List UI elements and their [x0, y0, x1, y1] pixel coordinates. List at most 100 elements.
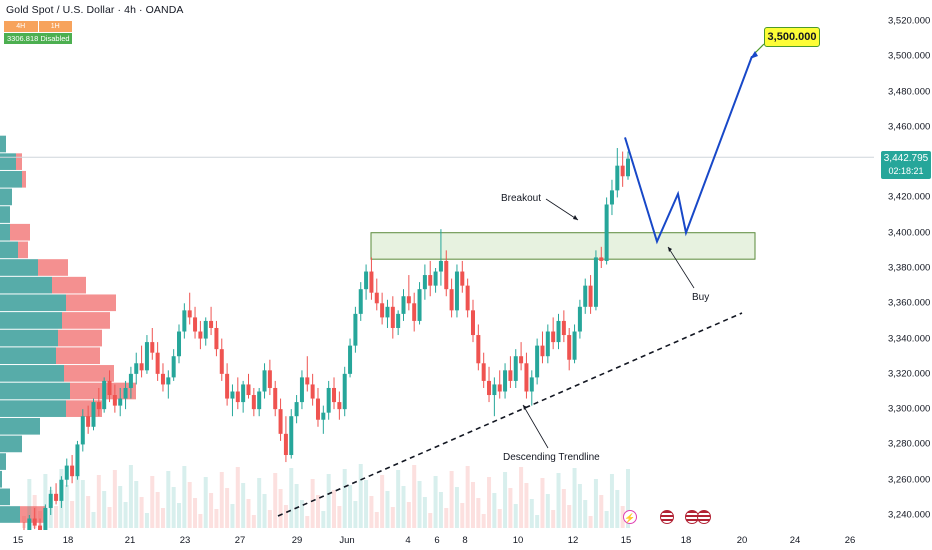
time-tick: 10: [512, 535, 524, 546]
volume-bar: [449, 471, 454, 528]
candle-body: [433, 271, 438, 286]
volume-bar: [187, 482, 192, 528]
candle-body: [118, 398, 123, 406]
volume-bar: [139, 497, 144, 528]
candle-body: [160, 373, 165, 385]
candle-body: [230, 391, 235, 399]
candle-body: [396, 313, 401, 328]
candle-body: [48, 493, 53, 508]
volume-bar: [289, 468, 294, 528]
candle-body: [123, 387, 128, 399]
volume-bar: [454, 487, 459, 528]
volume-bar: [123, 502, 128, 528]
price-chart[interactable]: [0, 0, 874, 530]
volume-bar: [545, 494, 550, 528]
candle-body: [283, 433, 288, 456]
candle-body: [86, 416, 91, 427]
candle-body: [102, 380, 107, 410]
candle-body: [481, 363, 486, 381]
time-tick: 8: [462, 535, 468, 546]
volume-bar: [444, 508, 449, 528]
candle-body: [54, 493, 59, 501]
volume-bar: [460, 503, 465, 528]
time-tick: 4: [405, 535, 411, 546]
volume-bar: [241, 483, 246, 528]
candle-body: [358, 289, 363, 314]
indicator-badge[interactable]: 3306.818 Disabled: [4, 33, 72, 44]
volume-bar: [96, 475, 101, 528]
volume-bar: [246, 499, 251, 528]
candle-body: [144, 342, 149, 371]
time-tick: 6: [434, 535, 440, 546]
candle-body: [310, 384, 315, 399]
volume-bar: [481, 514, 486, 528]
symbol-title: Gold Spot / U.S. Dollar · 4h · OANDA: [6, 4, 184, 16]
volume-bar: [572, 468, 577, 528]
volume-bar: [599, 495, 604, 528]
time-axis[interactable]: 15 18 21 23 27 29 Jun 4 6 8 10 12 15 18 20 24 26: [0, 530, 874, 550]
volume-profile-bar: [0, 453, 6, 470]
candle-body: [251, 395, 256, 410]
candle-body: [561, 320, 566, 336]
candle-body: [273, 387, 278, 410]
candle-body: [449, 289, 454, 311]
timeframe-badges: 4H 1H 3306.818 Disabled: [4, 21, 72, 44]
volume-bar: [80, 480, 85, 528]
volume-profile-bar: [20, 506, 46, 523]
candle-body: [487, 380, 492, 396]
volume-bar: [182, 466, 187, 528]
us-flag-icon[interactable]: [697, 510, 711, 524]
volume-bar: [262, 494, 267, 528]
chart-area[interactable]: Gold Spot / U.S. Dollar · 4h · OANDA 4H …: [0, 0, 874, 530]
volume-bar: [337, 506, 342, 528]
candle-body: [289, 416, 294, 456]
candle-body: [572, 331, 577, 360]
price-tick: 3,400.000: [888, 227, 931, 239]
time-tick: 24: [789, 535, 801, 546]
volume-profile-bar: [38, 259, 68, 276]
price-axis[interactable]: 3,240.000 3,260.000 3,280.000 3,300.000 3,32…: [874, 0, 932, 550]
candle-body: [177, 331, 182, 357]
candle-body: [294, 402, 299, 417]
volume-bar: [43, 474, 48, 528]
volume-bar: [364, 480, 369, 528]
volume-bar: [128, 465, 133, 528]
volume-bar: [326, 474, 331, 528]
volume-bar: [529, 499, 534, 528]
volume-bar: [465, 466, 470, 528]
volume-bar: [438, 492, 443, 528]
timeframe-4h[interactable]: 4H: [4, 21, 38, 32]
timeframe-1h[interactable]: 1H: [38, 21, 72, 32]
volume-bar: [492, 493, 497, 528]
volume-profile-bar: [0, 382, 70, 400]
time-tick: 20: [736, 535, 748, 546]
volume-bar: [107, 507, 112, 528]
volume-bar: [198, 514, 203, 528]
volume-profile-bar: [0, 400, 66, 417]
volume-bars: [22, 464, 630, 528]
volume-bar: [497, 509, 502, 528]
breakout-pointer: [545, 198, 579, 221]
volume-profile: [0, 135, 136, 523]
volume-bar: [390, 507, 395, 528]
candle-body: [337, 402, 342, 410]
volume-profile-bar: [62, 312, 110, 329]
volume-bar: [310, 479, 315, 528]
volume-bar: [487, 477, 492, 528]
volume-bar: [177, 503, 182, 528]
candle-body: [444, 260, 449, 290]
volume-bar: [203, 477, 208, 528]
candle-body: [262, 370, 267, 392]
trendline-label: Descending Trendline: [499, 450, 604, 465]
candle-body: [401, 296, 406, 314]
volume-bar: [519, 467, 524, 528]
trendline-arrowhead: [523, 405, 527, 410]
candle-body: [353, 313, 358, 346]
volume-bar: [380, 475, 385, 528]
candle-body: [428, 275, 433, 286]
lightning-icon[interactable]: ⚡: [623, 510, 637, 524]
volume-bar: [604, 511, 609, 528]
us-flag-icon[interactable]: [660, 510, 674, 524]
volume-bar: [144, 513, 149, 528]
price-tick: 3,500.000: [888, 50, 931, 62]
